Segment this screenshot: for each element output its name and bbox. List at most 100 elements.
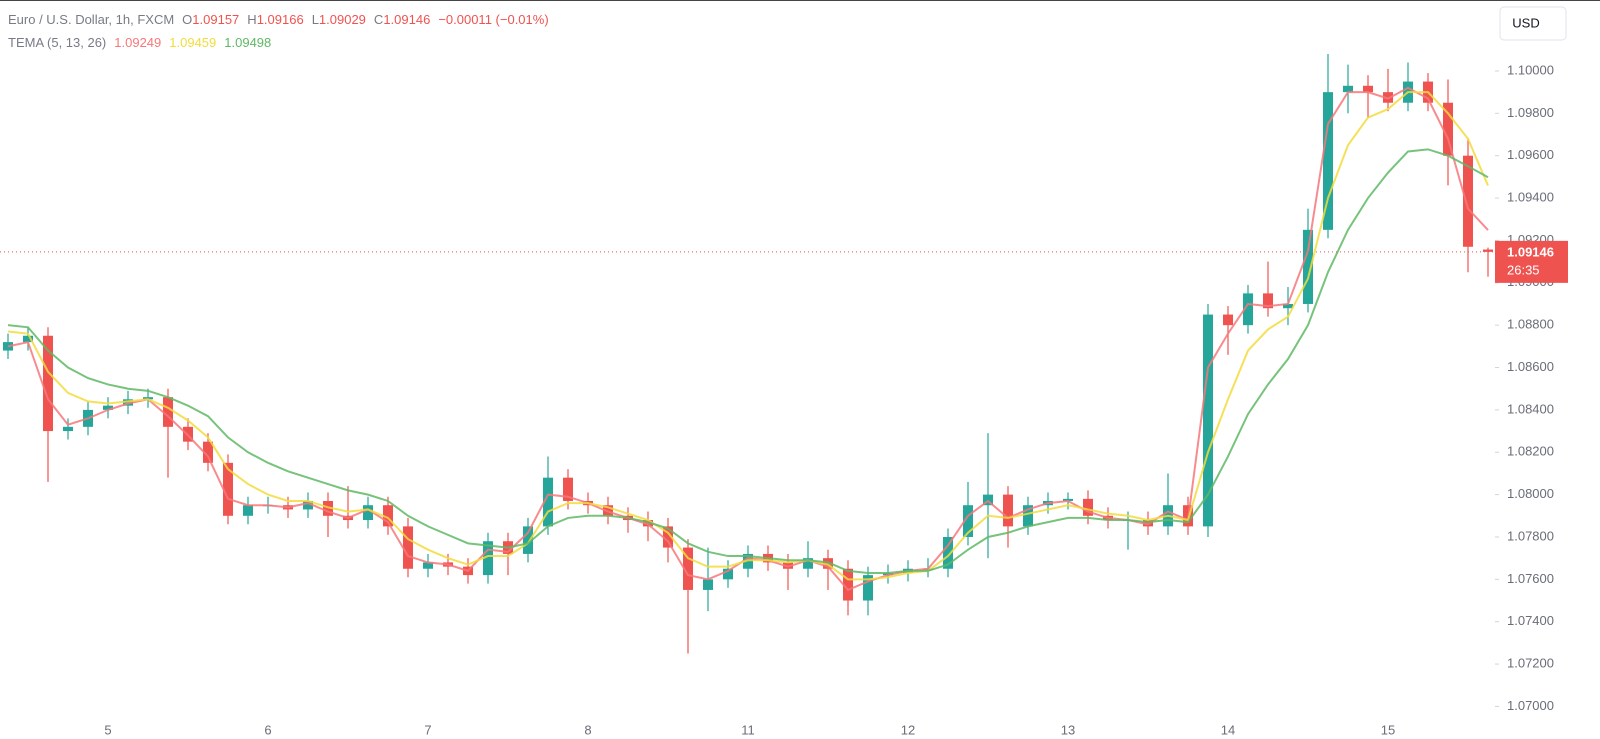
candle-body — [1483, 249, 1493, 252]
candle-body — [943, 536, 953, 569]
y-tick-label: 1.09600 — [1507, 147, 1554, 162]
candle-body — [1083, 498, 1093, 516]
candle-body — [1463, 155, 1473, 247]
tema-line — [7, 91, 1489, 581]
indicator-value: 1.09249 — [114, 35, 161, 50]
ohlc-letter: C — [374, 12, 383, 27]
candle-body — [1243, 293, 1253, 326]
x-tick-label: 11 — [741, 722, 755, 737]
currency[interactable]: USD — [1512, 15, 1539, 30]
y-tick-label: 1.10000 — [1507, 62, 1554, 77]
last-price-tag — [1495, 240, 1568, 283]
candle-body — [1303, 229, 1313, 304]
candle-body — [643, 520, 653, 527]
last-price-label: 1.09146 — [1507, 244, 1554, 259]
candle-body — [483, 541, 493, 576]
currency-button[interactable] — [1499, 6, 1567, 41]
candle-body — [563, 477, 573, 501]
countdown: 26:35 — [1507, 262, 1540, 277]
candle-body — [1223, 314, 1233, 326]
ohlc-value: 1.09146 — [383, 12, 430, 27]
y-tick-label: 1.09400 — [1507, 189, 1554, 204]
candle-body — [383, 505, 393, 527]
candle-body — [1203, 314, 1213, 527]
candle-body — [223, 462, 233, 516]
candle-body — [543, 477, 553, 527]
y-tick-label: 1.08000 — [1507, 486, 1554, 501]
y-tick-label: 1.08800 — [1507, 317, 1554, 332]
candle-body — [303, 500, 313, 510]
price-axis: 1.07000 1.07200 1.07400 1.07600 1.07800 1.080… — [104, 62, 1568, 737]
candle-body — [1283, 303, 1293, 309]
candle-body — [203, 441, 213, 463]
candle-body — [1003, 494, 1013, 527]
candle-body — [63, 426, 73, 432]
indicator-name: TEMA (5, 13, 26) — [8, 35, 106, 50]
candle-body — [43, 335, 53, 432]
candle-body — [1343, 85, 1353, 93]
x-tick-label: 13 — [1061, 722, 1075, 737]
indicator-value: 1.09498 — [224, 35, 271, 50]
plot-area — [0, 54, 1495, 654]
candle-body — [1323, 92, 1333, 230]
candle-body — [803, 558, 813, 569]
candle-body — [1063, 498, 1073, 501]
y-tick-label: 1.08400 — [1507, 401, 1554, 416]
ohlc-letter: H — [247, 12, 256, 27]
x-tick-label: 12 — [901, 722, 915, 737]
x-tick-label: 14 — [1221, 722, 1235, 737]
candle-body — [323, 500, 333, 516]
y-tick-label: 1.08600 — [1507, 359, 1554, 374]
candle-body — [683, 547, 693, 590]
y-tick-label: 1.07600 — [1507, 571, 1554, 586]
candle-body — [103, 405, 113, 410]
x-tick-label: 7 — [424, 722, 431, 737]
candle-body — [143, 397, 153, 400]
candle-body — [403, 526, 413, 569]
ohlc-value: 1.09029 — [319, 12, 366, 27]
ohlc-value: 1.09166 — [257, 12, 304, 27]
candle-body — [1363, 85, 1373, 93]
y-tick-label: 1.07000 — [1507, 698, 1554, 713]
symbol-title: Euro / U.S. Dollar, 1h, FXCM — [8, 12, 174, 27]
candle-body — [1023, 505, 1033, 527]
candle-body — [863, 575, 873, 601]
candle-body — [963, 505, 973, 537]
x-tick-label: 6 — [264, 722, 271, 737]
candle-body — [423, 562, 433, 569]
candle-body — [843, 568, 853, 601]
y-tick-label: 1.07400 — [1507, 613, 1554, 628]
candle-body — [743, 553, 753, 569]
y-tick-label: 1.07200 — [1507, 656, 1554, 671]
x-tick-label: 15 — [1381, 722, 1395, 737]
indicator-row: TEMA (5, 13, 26) 1.09249 1.09459 1.09498 — [8, 35, 271, 50]
candle-body — [703, 579, 713, 590]
ohlc-letter: L — [312, 12, 319, 27]
tema-line — [7, 148, 1489, 574]
header: Euro / U.S. Dollar, 1h, FXCM O1.09157 H1.0… — [8, 12, 549, 27]
tema-line — [7, 86, 1489, 592]
y-tick-label: 1.08200 — [1507, 444, 1554, 459]
candle-body — [243, 505, 253, 516]
ohlc-value: 1.09157 — [192, 12, 239, 27]
candle-body — [123, 399, 133, 406]
candle-body — [523, 526, 533, 554]
candle-body — [883, 572, 893, 576]
y-tick-label: 1.07800 — [1507, 528, 1554, 543]
candle-body — [363, 505, 373, 521]
indicator-value: 1.09459 — [169, 35, 216, 50]
candle-body — [1443, 102, 1453, 156]
change: −0.00011 (−0.01%) — [438, 12, 548, 27]
candle-body — [163, 397, 173, 427]
x-tick-label: 5 — [104, 722, 111, 737]
candle-body — [663, 526, 673, 548]
ohlc-letter: O — [182, 12, 192, 27]
candle-body — [783, 562, 793, 569]
candle-body — [23, 335, 33, 343]
x-tick-label: 8 — [584, 722, 591, 737]
candle-body — [723, 568, 733, 580]
candle-body — [1263, 293, 1273, 309]
